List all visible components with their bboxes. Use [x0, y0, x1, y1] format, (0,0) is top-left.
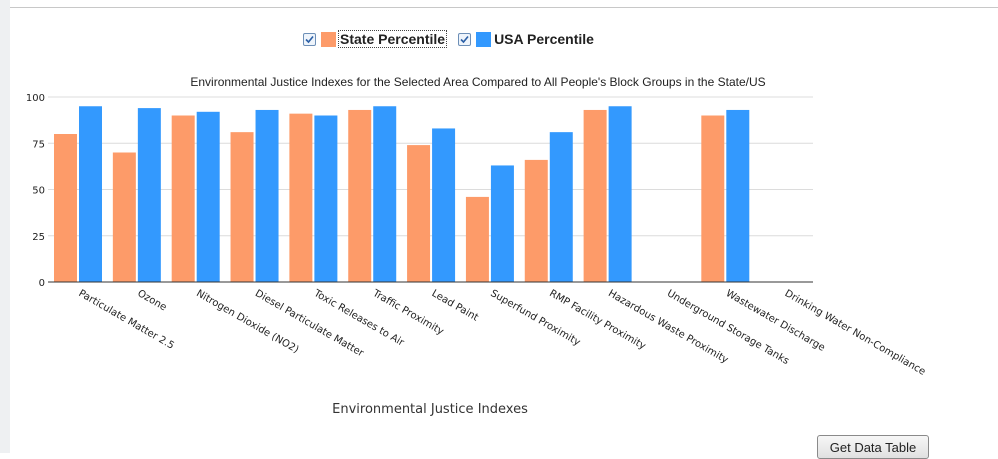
- state-percentile-swatch: [321, 31, 336, 47]
- x-tick-label: Nitrogen Dioxide (NO2): [194, 288, 300, 356]
- gridlines: [48, 96, 813, 237]
- get-data-table-button[interactable]: Get Data Table: [817, 435, 929, 459]
- usa-percentile-swatch: [476, 31, 492, 47]
- state-percentile-checkbox[interactable]: [303, 32, 316, 46]
- checkmark-icon: [460, 35, 469, 43]
- y-tick-label: 25: [32, 232, 45, 243]
- bar-state-8: [524, 159, 548, 282]
- bar-state-4: [289, 113, 313, 283]
- legend-item-state-percentile[interactable]: State Percentile: [303, 30, 448, 48]
- x-tick-label: Wastewater Discharge: [724, 288, 827, 354]
- bar-state-0: [54, 134, 77, 282]
- bar-usa-9: [608, 106, 632, 282]
- y-tick-label: 75: [32, 139, 45, 150]
- checkmark-icon: [305, 35, 314, 43]
- bar-usa-6: [432, 128, 456, 282]
- x-tick-label: Hazardous Waste Proximity: [606, 288, 730, 366]
- bar-usa-3: [255, 109, 279, 282]
- left-panel-edge: [0, 0, 10, 453]
- x-tick-label: Ozone: [135, 288, 168, 313]
- bar-state-5: [348, 109, 372, 282]
- x-tick-label: RMP Facility Proximity: [547, 288, 647, 352]
- chart-legend: State Percentile USA Percentile: [303, 29, 606, 49]
- bar-state-6: [407, 145, 431, 282]
- bar-usa-11: [726, 109, 750, 282]
- bar-state-11: [701, 115, 725, 282]
- chart-title: Environmental Justice Indexes for the Se…: [190, 75, 765, 89]
- x-axis-title: Environmental Justice Indexes: [332, 402, 528, 417]
- x-tick-label: Diesel Particulate Matter: [253, 288, 366, 360]
- bar-usa-8: [549, 132, 573, 282]
- bar-usa-2: [196, 111, 220, 282]
- bar-usa-5: [373, 106, 397, 282]
- bar-state-7: [465, 196, 489, 282]
- y-tick-label: 50: [32, 186, 45, 197]
- legend-label-state: State Percentile: [337, 30, 448, 48]
- x-tick-label: Particulate Matter 2.5: [77, 288, 176, 352]
- bar-usa-4: [314, 115, 338, 282]
- bar-usa-0: [79, 106, 102, 282]
- bar-state-3: [230, 132, 254, 282]
- bar-state-2: [171, 115, 195, 282]
- bar-state-1: [112, 152, 136, 282]
- top-divider: [10, 7, 998, 8]
- bars: [54, 106, 750, 283]
- legend-item-usa-percentile[interactable]: USA Percentile: [458, 31, 594, 47]
- y-tick-label: 100: [26, 93, 45, 104]
- bar-usa-1: [137, 108, 161, 282]
- y-tick-label: 0: [39, 278, 45, 289]
- y-axis-ticks: 0 25 50 75 100: [26, 93, 45, 289]
- bar-usa-7: [490, 165, 514, 282]
- x-tick-label: Lead Paint: [430, 288, 481, 324]
- legend-label-usa: USA Percentile: [494, 31, 594, 47]
- bar-state-9: [583, 109, 607, 282]
- usa-percentile-checkbox[interactable]: [458, 32, 472, 46]
